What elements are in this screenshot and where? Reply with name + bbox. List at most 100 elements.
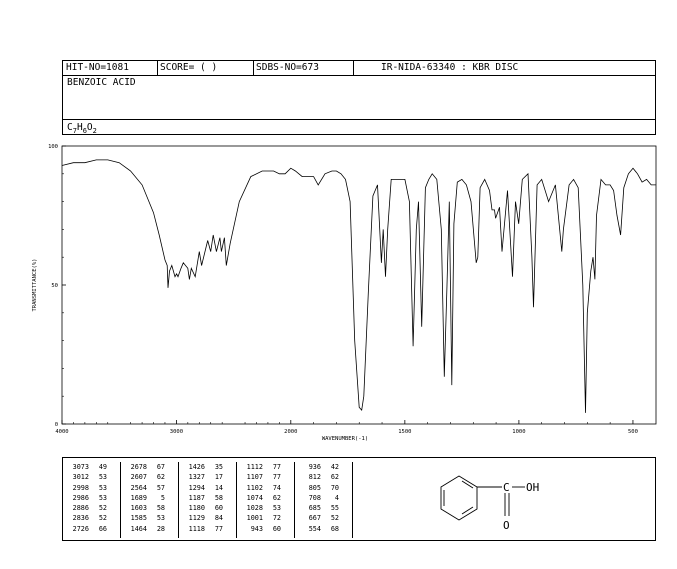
peak-table-row: 1689 5 [121, 493, 178, 503]
peak-transmittance: 53 [98, 483, 107, 492]
peak-table-column: 936 42 812 62 805 70 708 4 685 55 667 52 554 68 [295, 462, 353, 538]
peak-wavenumber: 812 [308, 473, 321, 482]
peak-table-row: 1187 58 [179, 493, 236, 503]
peak-transmittance: 58 [214, 493, 223, 502]
hit-number: HIT-NO=1081 [66, 62, 129, 73]
measurement-method: IR-NIDA-63340 : KBR DISC [381, 62, 519, 73]
x-tick-label: 1000 [512, 429, 525, 435]
header-top-row: HIT-NO=1081 SCORE= ( ) SDBS-NO=673 IR-NI… [63, 61, 655, 76]
benzoic-acid-structure: C OH O [359, 458, 655, 540]
x-tick-label: 3000 [170, 429, 183, 435]
peak-wavenumber: 1603 [130, 504, 147, 513]
peak-transmittance: 52 [330, 514, 339, 523]
spectrum-header: HIT-NO=1081 SCORE= ( ) SDBS-NO=673 IR-NI… [62, 60, 656, 135]
peak-wavenumber: 1464 [130, 524, 147, 533]
y-tick-label: 100 [48, 144, 58, 150]
peak-table-column: 2678 67 2607 62 2564 57 1689 5 1603 58 1585 53 1464 2… [121, 462, 179, 538]
peak-table-row: 2998 53 [63, 483, 120, 493]
plot-frame [61, 145, 657, 425]
peak-transmittance: 62 [330, 473, 339, 482]
peak-transmittance: 70 [330, 483, 339, 492]
peak-transmittance: 49 [98, 463, 107, 471]
peak-transmittance: 60 [272, 524, 281, 533]
peak-table-row: 554 68 [295, 524, 352, 534]
peak-transmittance: 72 [272, 514, 281, 523]
peak-transmittance: 35 [214, 463, 223, 471]
peak-wavenumber: 943 [250, 524, 263, 533]
x-tick-label: 500 [628, 429, 638, 435]
peak-table-column: 1112 77 1107 77 1102 74 1074 62 1028 53 1001 72 943 6… [237, 462, 295, 538]
peak-wavenumber: 1327 [188, 473, 205, 482]
sdbs-number: SDBS-NO=673 [256, 62, 319, 73]
peak-wavenumber: 805 [308, 483, 321, 492]
peak-transmittance: 62 [272, 493, 281, 502]
peak-table-row: 1112 77 [237, 462, 294, 472]
peak-transmittance: 4 [334, 493, 339, 502]
peak-table-row: 1028 53 [237, 503, 294, 513]
peak-wavenumber: 2678 [130, 463, 147, 471]
peak-wavenumber: 1585 [130, 514, 147, 523]
peak-wavenumber: 2986 [72, 493, 89, 502]
peak-wavenumber: 1294 [188, 483, 205, 492]
chart-axes [61, 145, 657, 425]
peak-wavenumber: 1689 [130, 493, 147, 502]
peak-transmittance: 84 [214, 514, 223, 523]
peak-wavenumber: 2998 [72, 483, 89, 492]
header-divider [253, 61, 254, 75]
peak-wavenumber: 1028 [246, 504, 263, 513]
peak-table-column: 3073 49 3012 53 2998 53 2986 53 2886 52 2836 52 2726… [63, 462, 121, 538]
peak-transmittance: 28 [156, 524, 165, 533]
spectrum-series-line [61, 159, 656, 413]
peak-table-row: 2886 52 [63, 503, 120, 513]
peak-wavenumber: 708 [308, 493, 321, 502]
peak-transmittance: 52 [98, 504, 107, 513]
carbonyl-oxygen-label: O [503, 519, 510, 532]
peak-wavenumber: 1112 [246, 463, 263, 471]
header-divider [157, 61, 158, 75]
peak-table-row: 2564 57 [121, 483, 178, 493]
peak-transmittance: 77 [272, 463, 281, 471]
peak-wavenumber: 2726 [72, 524, 89, 533]
peak-table-column: 1426 35 1327 17 1294 14 1187 58 1180 60 1129 84 1118… [179, 462, 237, 538]
peak-table-row: 2607 62 [121, 472, 178, 482]
peak-transmittance: 66 [98, 524, 107, 533]
peak-table-row: 943 60 [237, 524, 294, 534]
peak-wavenumber: 554 [308, 524, 321, 533]
peak-table-row: 1327 17 [179, 472, 236, 482]
hydroxyl-label: OH [526, 481, 539, 494]
peak-table-row: 3012 53 [63, 472, 120, 482]
peak-table-row: 685 55 [295, 503, 352, 513]
peak-wavenumber: 667 [308, 514, 321, 523]
peak-wavenumber: 1102 [246, 483, 263, 492]
peak-transmittance: 5 [160, 493, 165, 502]
peak-wavenumber: 1129 [188, 514, 205, 523]
peak-transmittance: 67 [156, 463, 165, 471]
peak-table-row: 2836 52 [63, 513, 120, 523]
peak-transmittance: 77 [214, 524, 223, 533]
peak-transmittance: 68 [330, 524, 339, 533]
peak-table-row: 667 52 [295, 513, 352, 523]
peak-table-row: 805 70 [295, 483, 352, 493]
peak-wavenumber: 3012 [72, 473, 89, 482]
peak-wavenumber: 1074 [246, 493, 263, 502]
formula-row: C7H6O2 [63, 119, 655, 136]
peak-table-row: 1585 53 [121, 513, 178, 523]
peak-transmittance: 14 [214, 483, 223, 492]
peak-table-row: 812 62 [295, 472, 352, 482]
peak-transmittance: 17 [214, 473, 223, 482]
header-divider [353, 61, 354, 75]
peak-wavenumber: 1001 [246, 514, 263, 523]
peak-transmittance: 55 [330, 504, 339, 513]
peak-wavenumber: 2836 [72, 514, 89, 523]
peak-wavenumber: 1118 [188, 524, 205, 533]
peak-wavenumber: 2886 [72, 504, 89, 513]
peak-transmittance: 77 [272, 473, 281, 482]
y-tick-label: 0 [55, 422, 58, 428]
peak-wavenumber: 936 [308, 463, 321, 471]
peak-transmittance: 53 [156, 514, 165, 523]
benzene-ring-icon [440, 475, 478, 521]
peak-wavenumber: 1426 [188, 463, 205, 471]
peak-table-row: 1118 77 [179, 524, 236, 534]
peak-table-row: 1180 60 [179, 503, 236, 513]
